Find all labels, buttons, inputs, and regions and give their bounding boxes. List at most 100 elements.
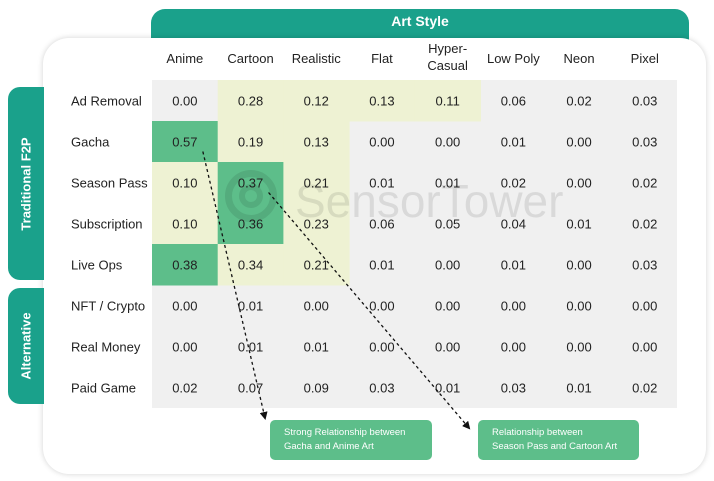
- callout-line: Strong Relationship between: [284, 427, 406, 438]
- column-label: Low Poly: [487, 51, 540, 66]
- heatmap-cell-value: 0.00: [369, 340, 394, 355]
- row-label: Live Ops: [71, 258, 123, 273]
- heatmap-cell-value: 0.00: [435, 135, 460, 150]
- heatmap-cell-value: 0.21: [304, 176, 329, 191]
- heatmap-cell-value: 0.01: [501, 258, 526, 273]
- column-label: Hyper-Casual: [427, 41, 468, 73]
- heatmap-cell-value: 0.02: [632, 381, 657, 396]
- heatmap-cell-value: 0.00: [566, 299, 591, 314]
- heatmap-cell-value: 0.03: [632, 135, 657, 150]
- heatmap-cell-value: 0.13: [304, 135, 329, 150]
- heatmap-cell-value: 0.00: [172, 94, 197, 109]
- annotation-arrow: [202, 151, 268, 420]
- heatmap-cell-value: 0.01: [369, 176, 394, 191]
- heatmap-cell-value: 0.03: [369, 381, 394, 396]
- heatmap-cell-value: 0.10: [172, 176, 197, 191]
- column-label: Neon: [564, 51, 595, 66]
- heatmap-cell-value: 0.00: [566, 258, 591, 273]
- heatmap-cell-highlight: [217, 80, 284, 122]
- column-label: Pixel: [631, 51, 659, 66]
- heatmap-cell-value: 0.00: [369, 135, 394, 150]
- heatmap-cell-value: 0.00: [304, 299, 329, 314]
- heatmap-cell-value: 0.02: [566, 94, 591, 109]
- row-label: Ad Removal: [71, 94, 142, 109]
- heatmap-cell-value: 0.38: [172, 258, 197, 273]
- heatmap-cell-value: 0.57: [172, 135, 197, 150]
- callout-gacha-anime: Strong Relationship between Gacha and An…: [270, 420, 432, 460]
- row-label: Season Pass: [71, 176, 148, 191]
- heatmap-cell-highlight: [283, 162, 350, 204]
- heatmap-cell-value: 0.01: [238, 299, 263, 314]
- column-label: Flat: [371, 51, 393, 66]
- heatmap-cell-value: 0.02: [632, 217, 657, 232]
- column-label: Realistic: [292, 51, 342, 66]
- heatmap-cell-highlight: [217, 162, 284, 204]
- heatmap-cell-highlight: [152, 244, 219, 286]
- heatmap-cell-value: 0.03: [501, 381, 526, 396]
- column-label: Anime: [166, 51, 203, 66]
- heatmap-cell-value: 0.00: [172, 299, 197, 314]
- heatmap-cell-value: 0.00: [369, 299, 394, 314]
- row-label: Gacha: [71, 135, 110, 150]
- heatmap-cell-value: 0.00: [501, 340, 526, 355]
- heatmap-cell-highlight: [217, 203, 284, 245]
- heatmap-cell-value: 0.00: [435, 258, 460, 273]
- heatmap-cell-value: 0.04: [501, 217, 526, 232]
- heatmap-cell-value: 0.00: [632, 299, 657, 314]
- heatmap-cell-value: 0.01: [435, 176, 460, 191]
- heatmap-cell-value: 0.02: [632, 176, 657, 191]
- heatmap-cell-value: 0.06: [369, 217, 394, 232]
- heatmap-cell-value: 0.02: [172, 381, 197, 396]
- heatmap-cell-value: 0.00: [566, 176, 591, 191]
- heatmap-cell-value: 0.11: [435, 94, 459, 109]
- heatmap-cell-highlight: [349, 80, 416, 122]
- heatmap-cell-highlight: [283, 80, 350, 122]
- heatmap-cell-value: 0.07: [238, 381, 263, 396]
- heatmap-cell-value: 0.00: [435, 340, 460, 355]
- heatmap-cell-highlight: [152, 203, 219, 245]
- heatmap-cell-value: 0.00: [501, 299, 526, 314]
- alternative-banner: Alternative: [8, 288, 44, 404]
- callout-line: Gacha and Anime Art: [284, 441, 374, 452]
- column-label: Cartoon: [227, 51, 273, 66]
- callout-seasonpass-cartoon: Relationship between Season Pass and Car…: [478, 420, 639, 460]
- row-label: Paid Game: [71, 381, 136, 396]
- row-label: Subscription: [71, 217, 143, 232]
- heatmap-cell-highlight: [283, 121, 350, 163]
- heatmap-cell-value: 0.00: [632, 340, 657, 355]
- heatmap-cell-value: 0.00: [172, 340, 197, 355]
- heatmap-cell-value: 0.05: [435, 217, 460, 232]
- art-style-title: Art Style: [391, 13, 449, 29]
- row-label: Real Money: [71, 340, 141, 355]
- heatmap-cell-highlight: [283, 244, 350, 286]
- heatmap-cell-value: 0.21: [304, 258, 329, 273]
- heatmap-cell-value: 0.23: [304, 217, 329, 232]
- heatmap-cell-value: 0.01: [566, 381, 591, 396]
- heatmap-cell-value: 0.01: [369, 258, 394, 273]
- heatmap-cell-value: 0.37: [238, 176, 263, 191]
- heatmap-cell-value: 0.06: [501, 94, 526, 109]
- heatmap-cell-value: 0.02: [501, 176, 526, 191]
- heatmap-cell-value: 0.36: [238, 217, 263, 232]
- callout-line: Season Pass and Cartoon Art: [492, 441, 618, 452]
- heatmap-cell-value: 0.00: [566, 135, 591, 150]
- heatmap-cell-value: 0.01: [238, 340, 263, 355]
- heatmap-cell-value: 0.03: [632, 258, 657, 273]
- heatmap-cell-value: 0.13: [369, 94, 394, 109]
- heatmap-cell-highlight: [152, 162, 219, 204]
- heatmap-cell-value: 0.01: [501, 135, 526, 150]
- heatmap-cell-value: 0.34: [238, 258, 263, 273]
- heatmap-cell-value: 0.01: [304, 340, 329, 355]
- heatmap-cell-value: 0.28: [238, 94, 263, 109]
- heatmap-cell-highlight: [414, 80, 481, 122]
- heatmap-cell-value: 0.00: [435, 299, 460, 314]
- heatmap-cell-highlight: [283, 203, 350, 245]
- traditional-f2p-banner: Traditional F2P: [8, 87, 44, 280]
- heatmap-cell-value: 0.10: [172, 217, 197, 232]
- heatmap-cell-value: 0.09: [304, 381, 329, 396]
- heatmap-cell-value: 0.12: [304, 94, 329, 109]
- heatmap-cell-value: 0.03: [632, 94, 657, 109]
- row-label: NFT / Crypto: [71, 299, 145, 314]
